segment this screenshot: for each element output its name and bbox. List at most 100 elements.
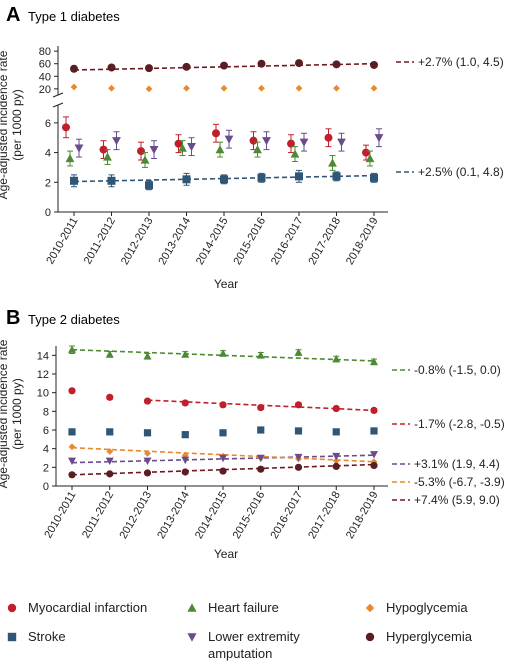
y-axis-label-a: Age-adjusted incidence rate(per 1000 py) bbox=[0, 50, 24, 199]
point-a-amp bbox=[74, 144, 84, 153]
point-b-mi bbox=[68, 387, 76, 395]
point-a-hyper bbox=[220, 61, 228, 70]
point-a-hyper bbox=[107, 63, 116, 72]
point-a-stroke bbox=[145, 181, 153, 190]
y-tick-label-a: 60 bbox=[39, 59, 51, 71]
trend-line-b-hypo bbox=[71, 446, 375, 463]
point-b-amp bbox=[256, 454, 265, 463]
point-b-stroke bbox=[68, 428, 76, 436]
point-b-hf bbox=[68, 345, 76, 353]
x-tick-label-a: 2017-2018 bbox=[306, 216, 343, 268]
trend-line-a-hyper bbox=[73, 62, 375, 71]
panel-title-b: Type 2 diabetes bbox=[28, 312, 120, 327]
point-b-amp bbox=[332, 452, 341, 461]
point-b-hypo bbox=[370, 458, 378, 466]
point-a-hypo bbox=[108, 84, 115, 92]
point-a-hf bbox=[328, 158, 337, 167]
legend-marker-amp bbox=[187, 633, 197, 642]
trend-label-a-stroke: +2.5% (0.1, 4.8) bbox=[418, 165, 504, 179]
legend-label-line: Lower extremity bbox=[208, 629, 300, 644]
point-b-amp bbox=[68, 457, 76, 465]
y-axis-label-line-a: Age-adjusted incidence rate bbox=[0, 50, 10, 199]
point-b-hyper bbox=[68, 471, 76, 479]
point-a-hf bbox=[253, 145, 262, 154]
point-b-hypo bbox=[332, 457, 340, 465]
panel-title-a: Type 1 diabetes bbox=[28, 9, 120, 24]
trend-label-b-mi: -1.7% (-2.8, -0.5) bbox=[414, 417, 505, 431]
point-a-mi bbox=[62, 123, 70, 132]
point-a-hypo bbox=[145, 85, 153, 93]
point-b-hyper bbox=[181, 468, 189, 476]
y-axis-label-line-b: (per 1000 py) bbox=[10, 378, 24, 449]
point-a-hypo bbox=[370, 84, 378, 92]
legend-label-line: Stroke bbox=[28, 629, 66, 644]
x-tick-label-b: 2015-2016 bbox=[231, 490, 268, 542]
point-a-hyper bbox=[145, 64, 153, 73]
point-b-hf bbox=[181, 350, 190, 358]
point-b-hyper bbox=[143, 469, 152, 477]
point-b-amp bbox=[219, 454, 227, 463]
point-b-hyper bbox=[106, 470, 114, 478]
x-tick-label-a: 2016-2017 bbox=[269, 216, 306, 268]
y-tick-label-a: 40 bbox=[39, 71, 51, 83]
point-a-amp bbox=[112, 137, 121, 146]
point-b-mi bbox=[370, 406, 378, 414]
point-a-mi bbox=[212, 129, 220, 138]
y-tick-label-a: 20 bbox=[39, 84, 51, 96]
y-tick-label-a: 2 bbox=[45, 177, 51, 189]
x-tick-label-b: 2011-2012 bbox=[80, 490, 116, 541]
x-tick-label-a: 2012-2013 bbox=[119, 216, 156, 268]
legend-label-mi: Myocardial infarction bbox=[28, 600, 147, 615]
legend-marker-hyper bbox=[365, 632, 375, 642]
point-a-mi bbox=[99, 145, 108, 154]
legend-label-line: Hypoglycemia bbox=[386, 600, 468, 615]
point-b-mi bbox=[181, 399, 189, 407]
trend-label-b-amp: +3.1% (1.9, 4.4) bbox=[414, 457, 500, 471]
point-a-hyper bbox=[70, 64, 78, 73]
x-tick-label-b: 2017-2018 bbox=[306, 490, 343, 542]
point-a-mi bbox=[249, 136, 258, 145]
point-a-stroke bbox=[182, 175, 191, 184]
y-tick-label-b: 10 bbox=[37, 388, 49, 400]
point-b-amp bbox=[294, 453, 303, 462]
point-a-mi bbox=[174, 139, 183, 148]
point-a-mi bbox=[324, 133, 333, 142]
y-tick-label-a: 4 bbox=[45, 148, 51, 160]
point-a-amp bbox=[374, 134, 384, 143]
x-axis-label-a: Year bbox=[214, 277, 238, 291]
legend-label-amp: Lower extremity amputation bbox=[208, 629, 300, 661]
point-a-stroke bbox=[220, 175, 228, 184]
point-b-hf bbox=[256, 351, 265, 359]
point-a-hyper bbox=[182, 62, 191, 71]
legend-marker-stroke bbox=[7, 632, 17, 642]
y-tick-label-b: 2 bbox=[43, 462, 49, 474]
point-b-stroke bbox=[219, 429, 227, 437]
x-tick-label-b: 2016-2017 bbox=[268, 490, 305, 542]
point-a-hypo bbox=[70, 83, 78, 91]
point-a-hyper bbox=[295, 59, 303, 68]
point-b-hf bbox=[294, 348, 303, 356]
point-a-amp bbox=[337, 138, 346, 147]
x-tick-label-a: 2015-2016 bbox=[231, 216, 268, 268]
trend-label-b-hypo: -5.3% (-6.7, -3.9) bbox=[414, 475, 505, 489]
axis-break-mark-a bbox=[52, 92, 64, 98]
panel-letter-b: B bbox=[6, 307, 20, 329]
point-a-stroke bbox=[107, 176, 116, 185]
point-a-amp bbox=[187, 143, 196, 152]
point-b-mi bbox=[332, 404, 340, 413]
x-tick-label-a: 2014-2015 bbox=[194, 216, 231, 268]
point-b-hyper bbox=[332, 462, 340, 470]
point-a-hypo bbox=[333, 84, 340, 92]
point-b-hyper bbox=[294, 463, 303, 471]
axis-break-mark-a bbox=[52, 102, 64, 108]
point-a-hypo bbox=[295, 84, 303, 92]
x-tick-label-b: 2010-2011 bbox=[42, 490, 78, 541]
point-b-amp bbox=[105, 457, 114, 465]
point-b-amp bbox=[181, 456, 190, 465]
x-tick-label-b: 2018-2019 bbox=[344, 490, 381, 542]
trend-line-a-stroke bbox=[73, 174, 375, 183]
point-a-amp bbox=[224, 135, 234, 144]
point-a-amp bbox=[299, 138, 309, 147]
x-tick-label-a: 2010-2011 bbox=[44, 216, 80, 267]
x-tick-label-b: 2012-2013 bbox=[117, 490, 154, 542]
